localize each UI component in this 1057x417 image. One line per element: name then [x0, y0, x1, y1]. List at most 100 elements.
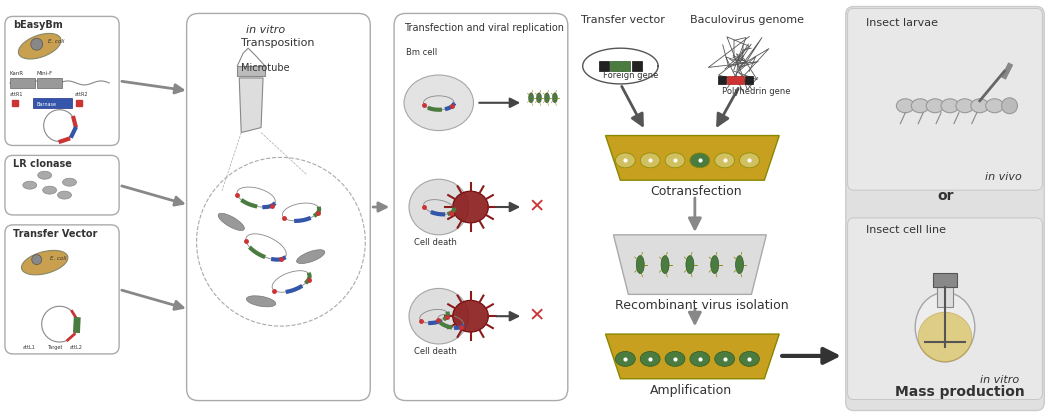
Ellipse shape — [715, 352, 735, 366]
Text: attR1: attR1 — [10, 92, 23, 97]
Text: in vitro: in vitro — [246, 25, 285, 35]
Text: Cell death: Cell death — [414, 347, 457, 356]
Text: Foreign gene: Foreign gene — [602, 71, 657, 80]
Text: Microtube: Microtube — [241, 63, 290, 73]
Ellipse shape — [23, 181, 37, 189]
Circle shape — [31, 38, 42, 50]
Text: ✕: ✕ — [528, 197, 544, 216]
Ellipse shape — [690, 352, 709, 366]
Ellipse shape — [665, 352, 685, 366]
Ellipse shape — [926, 99, 944, 113]
Text: Transposition: Transposition — [241, 38, 315, 48]
Ellipse shape — [641, 153, 661, 168]
Text: Bm cell: Bm cell — [406, 48, 438, 57]
Ellipse shape — [42, 186, 57, 194]
Ellipse shape — [740, 153, 759, 168]
Ellipse shape — [297, 250, 324, 264]
Ellipse shape — [404, 75, 474, 131]
Ellipse shape — [919, 312, 971, 362]
Text: Cotransfection: Cotransfection — [650, 185, 742, 198]
Ellipse shape — [615, 153, 635, 168]
Text: E. coli: E. coli — [50, 256, 66, 261]
Ellipse shape — [736, 256, 743, 274]
Text: Barnase: Barnase — [37, 102, 57, 107]
Bar — [37, 78, 61, 88]
Ellipse shape — [710, 256, 719, 274]
Ellipse shape — [38, 171, 52, 179]
Ellipse shape — [409, 179, 468, 235]
Bar — [745, 76, 754, 84]
Ellipse shape — [62, 178, 76, 186]
Text: attL1: attL1 — [23, 345, 36, 350]
Ellipse shape — [986, 99, 1003, 113]
Polygon shape — [239, 78, 263, 133]
Ellipse shape — [896, 99, 914, 113]
Ellipse shape — [57, 191, 72, 199]
Bar — [933, 273, 957, 287]
Ellipse shape — [740, 352, 759, 366]
Ellipse shape — [21, 250, 68, 275]
Ellipse shape — [218, 214, 244, 231]
Text: Insect cell line: Insect cell line — [866, 225, 946, 235]
Ellipse shape — [970, 99, 988, 113]
FancyBboxPatch shape — [5, 16, 119, 146]
Polygon shape — [613, 235, 766, 294]
Ellipse shape — [915, 292, 975, 362]
Text: Transfer vector: Transfer vector — [580, 15, 665, 25]
Text: ✕: ✕ — [528, 306, 544, 325]
Ellipse shape — [452, 191, 488, 223]
Text: Transfer Vector: Transfer Vector — [13, 229, 97, 239]
Ellipse shape — [636, 256, 644, 274]
Text: attL2: attL2 — [70, 345, 82, 350]
Polygon shape — [606, 334, 779, 379]
FancyBboxPatch shape — [848, 218, 1042, 399]
Text: or: or — [938, 189, 953, 203]
FancyBboxPatch shape — [848, 8, 1042, 190]
Ellipse shape — [690, 153, 709, 168]
Ellipse shape — [528, 93, 534, 103]
FancyBboxPatch shape — [394, 13, 568, 401]
Ellipse shape — [544, 93, 550, 103]
Bar — [237, 66, 265, 76]
Text: Amplification: Amplification — [650, 384, 733, 397]
Bar — [718, 76, 726, 84]
Ellipse shape — [941, 99, 959, 113]
Ellipse shape — [452, 300, 488, 332]
Text: Polyhedrin gene: Polyhedrin gene — [722, 87, 791, 96]
Text: Target: Target — [47, 345, 62, 350]
Ellipse shape — [956, 99, 973, 113]
Text: Baculovirus genome: Baculovirus genome — [690, 15, 804, 25]
Bar — [611, 61, 630, 71]
Bar — [10, 78, 35, 88]
Text: KanR: KanR — [10, 71, 24, 76]
FancyBboxPatch shape — [846, 7, 1044, 410]
Text: Mini-F: Mini-F — [37, 71, 53, 76]
Text: attR2: attR2 — [74, 92, 88, 97]
FancyBboxPatch shape — [187, 13, 370, 401]
Text: LR clonase: LR clonase — [13, 159, 72, 169]
Circle shape — [32, 255, 41, 264]
Text: Mass production: Mass production — [895, 384, 1025, 399]
Text: bEasyBm: bEasyBm — [13, 20, 62, 30]
FancyBboxPatch shape — [5, 225, 119, 354]
Bar — [632, 61, 643, 71]
Text: in vitro: in vitro — [980, 375, 1019, 385]
Ellipse shape — [553, 93, 557, 103]
Ellipse shape — [911, 99, 929, 113]
Text: Transfection and viral replication: Transfection and viral replication — [404, 23, 564, 33]
Ellipse shape — [686, 256, 693, 274]
Ellipse shape — [665, 153, 685, 168]
Ellipse shape — [715, 153, 735, 168]
Ellipse shape — [246, 296, 276, 307]
Text: Insect larvae: Insect larvae — [866, 18, 938, 28]
Ellipse shape — [1002, 98, 1018, 114]
Ellipse shape — [537, 93, 541, 103]
Bar — [33, 98, 73, 108]
Text: Recombinant virus isolation: Recombinant virus isolation — [615, 299, 790, 312]
Ellipse shape — [615, 352, 635, 366]
FancyBboxPatch shape — [5, 156, 119, 215]
Text: E. coli: E. coli — [48, 39, 64, 44]
Ellipse shape — [661, 256, 669, 274]
Ellipse shape — [18, 33, 61, 59]
Bar — [726, 76, 744, 84]
